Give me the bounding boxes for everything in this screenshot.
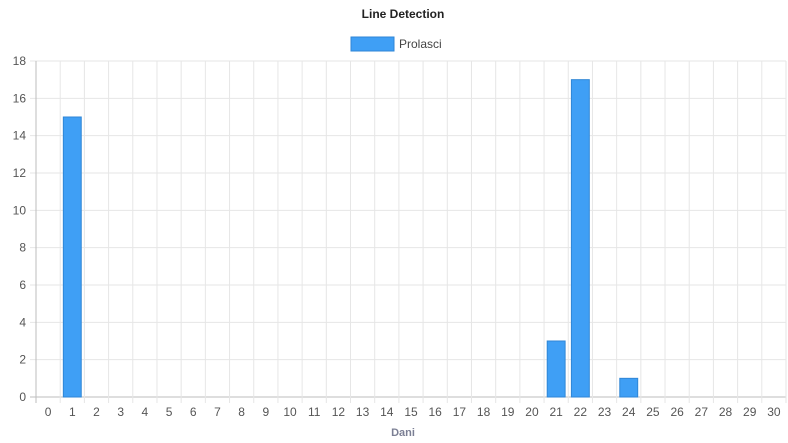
x-tick-label: 11 — [308, 405, 321, 419]
x-tick-label: 19 — [501, 405, 515, 419]
x-tick-label: 23 — [598, 405, 612, 419]
y-tick-label: 10 — [13, 203, 27, 217]
bars-layer — [62, 79, 639, 398]
y-tick-label: 16 — [13, 91, 27, 105]
grid-layer — [30, 60, 787, 403]
x-tick-label: 2 — [93, 405, 100, 419]
y-tick-label: 14 — [13, 129, 27, 143]
x-tick-label: 21 — [549, 405, 563, 419]
x-tick-label: 30 — [767, 405, 781, 419]
x-tick-label: 28 — [719, 405, 733, 419]
x-tick-label: 1 — [69, 405, 76, 419]
y-tick-label: 2 — [19, 353, 26, 367]
bar-day-1[interactable] — [62, 116, 82, 398]
legend-swatch — [350, 36, 395, 52]
y-tick-label: 0 — [19, 390, 26, 404]
x-tick-label: 16 — [429, 405, 443, 419]
x-tick-label: 9 — [262, 405, 269, 419]
y-tick-label: 6 — [19, 278, 26, 292]
bar-day-22[interactable] — [570, 79, 590, 398]
bar-day-24[interactable] — [619, 377, 639, 398]
x-tick-label: 10 — [283, 405, 297, 419]
y-tick-label: 4 — [19, 315, 26, 329]
x-tick-label: 20 — [525, 405, 539, 419]
x-tick-label: 0 — [45, 405, 52, 419]
legend-label: Prolasci — [399, 37, 442, 51]
legend[interactable]: Prolasci — [350, 36, 442, 52]
x-tick-label: 13 — [356, 405, 370, 419]
x-tick-label: 8 — [238, 405, 245, 419]
x-tick-label: 17 — [453, 405, 467, 419]
x-tick-label: 6 — [190, 405, 197, 419]
x-tick-label: 24 — [622, 405, 636, 419]
x-tick-label: 4 — [142, 405, 149, 419]
x-tick-label: 5 — [166, 405, 173, 419]
x-tick-label: 18 — [477, 405, 491, 419]
y-tick-label: 12 — [13, 166, 27, 180]
y-tick-label: 18 — [13, 54, 27, 68]
x-axis-title: Dani — [391, 427, 415, 438]
x-tick-label: 12 — [332, 405, 346, 419]
y-tick-label: 8 — [19, 241, 26, 255]
x-tick-label: 25 — [646, 405, 660, 419]
x-tick-label: 26 — [670, 405, 684, 419]
x-tick-label: 22 — [574, 405, 588, 419]
x-tick-label: 29 — [743, 405, 757, 419]
x-tick-label: 7 — [214, 405, 221, 419]
bar-day-21[interactable] — [546, 340, 566, 398]
chart-title: Line Detection — [362, 7, 445, 21]
x-tick-label: 15 — [404, 405, 418, 419]
x-tick-label: 27 — [695, 405, 709, 419]
x-tick-label: 14 — [380, 405, 394, 419]
x-tick-label: 3 — [117, 405, 124, 419]
